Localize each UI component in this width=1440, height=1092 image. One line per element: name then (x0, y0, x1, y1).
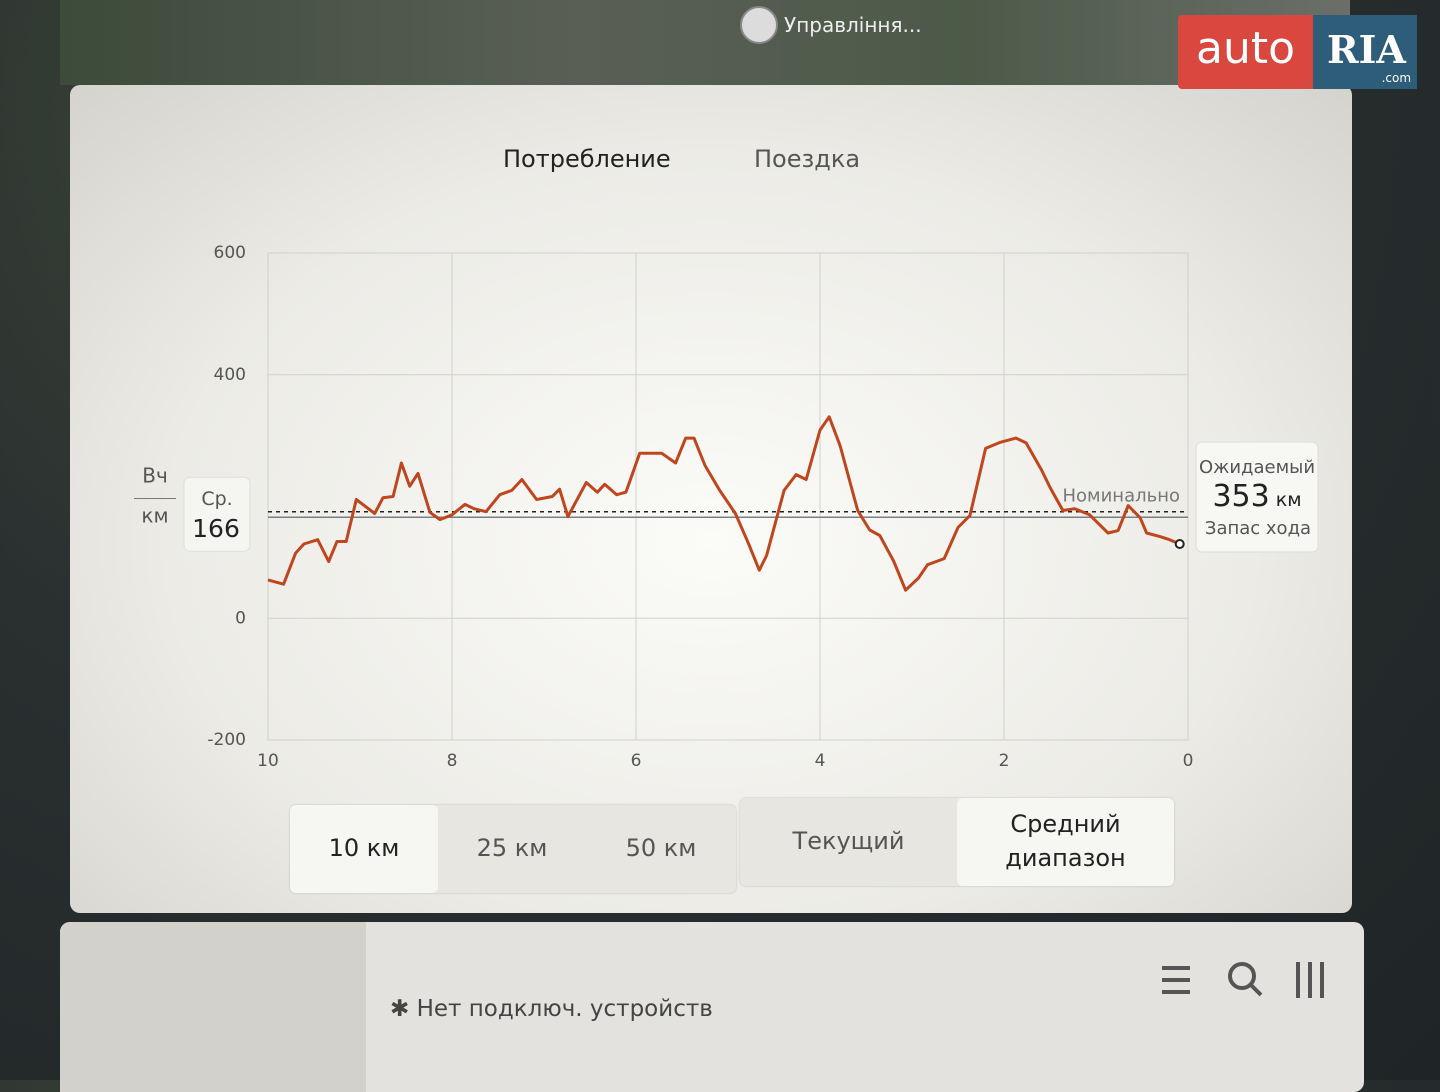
range-button[interactable]: 50 км (625, 834, 697, 863)
consumption-line (267, 415, 1181, 592)
expected-range-box (1195, 441, 1319, 553)
y-unit-top: Вч (142, 464, 168, 488)
x-tick-label: 0 (1183, 751, 1194, 771)
watermark: auto RIA .com (1178, 15, 1418, 89)
x-tick-label: 8 (447, 751, 458, 771)
watermark-ria-text: RIA (1327, 27, 1406, 72)
watermark-brand: auto (1178, 15, 1314, 89)
x-tick-label: 4 (815, 751, 826, 771)
expected-range-unit: км (1276, 489, 1302, 511)
queue-icon[interactable] (1162, 966, 1190, 994)
y-tick-label: 600 (214, 243, 246, 263)
mode-button[interactable]: Текущий (792, 827, 905, 856)
watermark-ria: RIA .com (1313, 15, 1418, 89)
y-tick-label: 400 (214, 365, 246, 385)
expected-range-value: 353 (1212, 479, 1269, 514)
y-tick-label: 0 (235, 608, 246, 628)
average-box (183, 476, 251, 552)
x-tick-label: 10 (257, 751, 279, 771)
media-icons (1162, 962, 1324, 998)
average-value: 166 (192, 514, 240, 543)
range-button[interactable]: 25 км (476, 834, 548, 863)
average-label: Ср. (201, 488, 232, 510)
x-tick-label: 2 (999, 751, 1010, 771)
map (60, 0, 1350, 85)
album-art (60, 922, 366, 1092)
expected-range-title: Ожидаемый (1199, 457, 1315, 478)
expected-range-caption: Запас хода (1205, 518, 1311, 539)
mode-buttons: Текущий Средний диапазон (740, 798, 1174, 886)
map-label-text: Управління... (784, 13, 922, 37)
current-point (1174, 538, 1185, 549)
tab[interactable]: Поездка (754, 145, 861, 173)
mode-button[interactable]: Средний диапазон (957, 798, 1174, 886)
energy-panel (70, 85, 1352, 913)
map-pin (740, 6, 778, 44)
search-icon[interactable] (1228, 962, 1256, 990)
chart: -200 0 400 600 10 8 6 4 2 0 Номинально Вч км Ср. 166 Ож… (134, 243, 1319, 771)
map-label[interactable]: Управління... (740, 6, 922, 44)
settings-icon[interactable] (1296, 962, 1324, 998)
nominal-label: Номинально (1062, 486, 1180, 507)
tab[interactable]: Потребление (503, 145, 671, 173)
media-status-text: Нет подключ. устройств (416, 996, 713, 1022)
watermark-domain: .com (1381, 71, 1412, 85)
y-unit-bottom: км (141, 504, 168, 528)
media-panel: ✱ Нет подключ. устройств (60, 922, 1364, 1092)
range-button[interactable]: 10 км (290, 805, 438, 893)
x-tick-label: 6 (631, 751, 642, 771)
expected-range-line: 353 км (1212, 479, 1301, 514)
plot-area (267, 252, 1189, 741)
media-status: ✱ Нет подключ. устройств (390, 996, 713, 1022)
range-buttons: 10 км 25 км 50 км (290, 805, 736, 893)
y-tick-label: -200 (207, 730, 246, 750)
